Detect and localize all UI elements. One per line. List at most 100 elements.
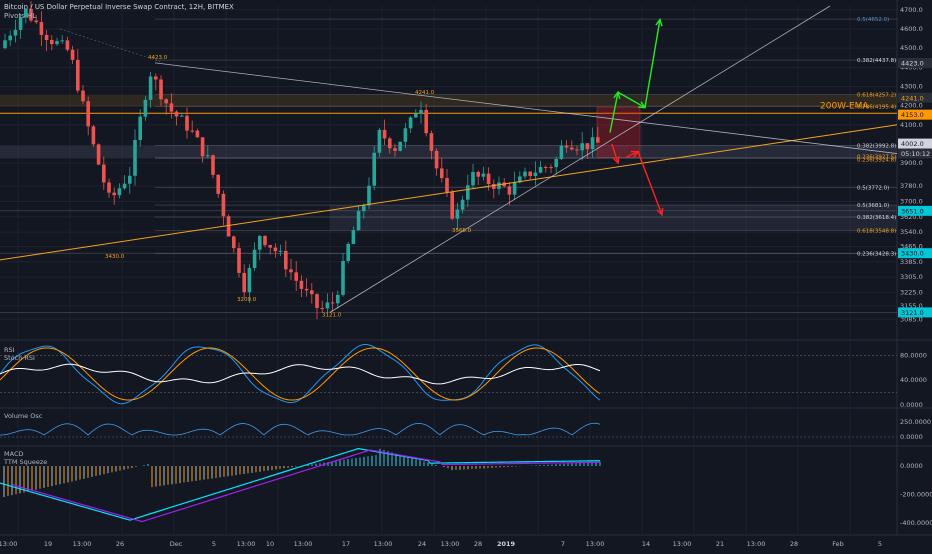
green-arrow-up-long — [644, 19, 661, 108]
candle-body — [263, 235, 267, 246]
macd-pane: 0.0000 -200.0000 -400.0000 — [0, 448, 932, 527]
candle-body — [429, 133, 434, 151]
price-tick: 4700.0 — [900, 6, 923, 14]
candle-body — [50, 39, 54, 45]
candle-body — [18, 17, 23, 30]
candle-body — [154, 76, 158, 80]
candle-body — [419, 109, 423, 114]
tag-3651-bg — [898, 205, 932, 216]
tag-4241: 4241.0 — [901, 94, 924, 102]
candle-body — [143, 99, 148, 117]
time-tick: 13:00 — [73, 540, 92, 548]
stoch-d-line — [0, 347, 601, 401]
fib-label: 0.618(3548.8) — [857, 228, 896, 234]
candle-body — [24, 8, 28, 18]
price-tick: 4300.0 — [900, 82, 923, 90]
time-tick: 28 — [790, 540, 798, 548]
candle-body — [408, 117, 413, 129]
pivot-label: 3430.0 — [105, 254, 125, 260]
candle-body — [590, 137, 595, 150]
time-tick: 26 — [116, 540, 124, 548]
time-tick: 13:00 — [294, 540, 313, 548]
candle-body — [481, 173, 486, 177]
candle-body — [512, 182, 517, 195]
candle-body — [117, 188, 122, 196]
tag-ema-bg — [898, 109, 932, 120]
candle-body — [325, 302, 330, 309]
candle-body — [304, 288, 309, 291]
price-tick: 3900.0 — [900, 159, 923, 167]
arrows — [609, 17, 664, 217]
candle-body — [164, 99, 168, 104]
candle-body — [258, 235, 262, 250]
time-tick: Feb — [832, 540, 844, 548]
candle-body — [8, 35, 12, 41]
candle-body — [580, 143, 584, 151]
price-tick: 3385.0 — [900, 258, 923, 266]
candle-body — [289, 269, 293, 273]
time-tick: 13:00 — [237, 540, 256, 548]
candle-body — [528, 171, 532, 176]
price-tick: 3540.0 — [900, 228, 923, 236]
candle-body — [55, 41, 59, 45]
time-tick: 13:00 — [441, 540, 460, 548]
candle-body — [76, 59, 80, 91]
candle-body — [195, 130, 200, 138]
candle-body — [221, 193, 226, 217]
time-tick: 5 — [212, 540, 216, 548]
fib-label: 0.236(3428.3) — [857, 252, 896, 258]
price-tick: 3305.0 — [900, 273, 923, 281]
red-arrow-short-head — [612, 156, 620, 165]
candle-body — [346, 243, 350, 261]
candle-body — [3, 40, 7, 49]
candle-body — [206, 155, 210, 157]
vol-tick: 250.0000 — [900, 418, 931, 426]
time-tick: 7 — [561, 540, 565, 548]
macd-tick: -400.0000 — [900, 519, 932, 527]
stoch-rsi-label: Stoch RSI — [4, 354, 35, 362]
candle-body — [445, 178, 449, 193]
candle-body — [440, 168, 444, 179]
price-axis[interactable]: 3085.0 3155.0 3225.0 3305.0 3385.0 3465.0 3540… — [898, 6, 932, 323]
tag-3430-bg — [898, 248, 932, 259]
candle-body — [252, 249, 257, 269]
time-tick: 14 — [642, 540, 650, 548]
candle-body — [86, 101, 90, 127]
signal-line — [11, 449, 601, 523]
candle-body — [216, 174, 220, 194]
candle-body — [242, 272, 246, 293]
price-tick: 3465.0 — [900, 242, 923, 250]
candle-body — [211, 155, 215, 175]
candle-body — [159, 79, 163, 100]
candle-body — [559, 145, 564, 159]
candle-body — [226, 216, 231, 237]
candle-body — [549, 167, 553, 169]
volume-osc-line — [0, 422, 601, 436]
pivot-label: 4423.0 — [148, 55, 168, 61]
candle-body — [247, 268, 252, 293]
candle-body — [367, 185, 371, 206]
tag-countdown-bg — [898, 148, 932, 159]
tag-4423-bg — [898, 57, 932, 68]
candle-body — [133, 140, 137, 176]
candle-body — [533, 172, 538, 176]
pivot-label: 3121.0 — [322, 313, 342, 319]
candle-body — [237, 248, 241, 273]
candle-body — [273, 247, 278, 252]
time-axis[interactable]: 13:00 19 13:00 26 Dec 5 13:00 10 13:00 17 13:00 24 1… — [0, 540, 882, 548]
red-arrow-down-head — [656, 207, 664, 217]
tag-3121-bg — [898, 307, 932, 318]
candle-body — [424, 109, 428, 134]
fib-label: 0.382(4437.8) — [857, 58, 896, 64]
time-tick: 21 — [716, 540, 724, 548]
fib-label: 0.382(3618.4) — [857, 215, 896, 221]
yellow-support-line — [0, 124, 898, 261]
price-tick: 3225.0 — [900, 288, 923, 296]
price-tick: 3700.0 — [900, 197, 923, 205]
fib-zone-mid — [0, 145, 897, 159]
candle-body — [91, 126, 96, 145]
candle-body — [538, 167, 543, 173]
red-arrow-down — [637, 151, 663, 216]
